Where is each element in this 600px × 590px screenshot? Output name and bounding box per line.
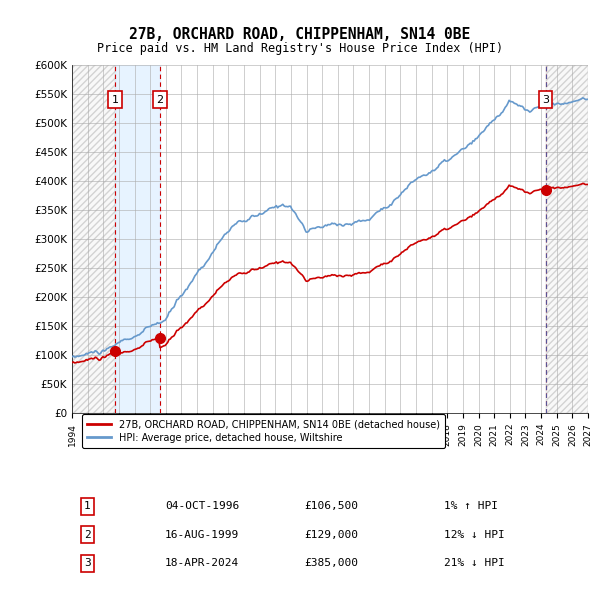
Text: Price paid vs. HM Land Registry's House Price Index (HPI): Price paid vs. HM Land Registry's House … <box>97 42 503 55</box>
Text: 16-AUG-1999: 16-AUG-1999 <box>165 530 239 540</box>
Text: 12% ↓ HPI: 12% ↓ HPI <box>443 530 504 540</box>
Text: 1% ↑ HPI: 1% ↑ HPI <box>443 502 497 511</box>
Text: 1: 1 <box>84 502 91 511</box>
Bar <box>115 65 160 413</box>
Text: 04-OCT-1996: 04-OCT-1996 <box>165 502 239 511</box>
Bar <box>72 65 115 413</box>
Text: 27B, ORCHARD ROAD, CHIPPENHAM, SN14 0BE: 27B, ORCHARD ROAD, CHIPPENHAM, SN14 0BE <box>130 27 470 41</box>
Bar <box>545 65 588 413</box>
Text: 1: 1 <box>112 95 119 104</box>
Text: 2: 2 <box>84 530 91 540</box>
Text: £129,000: £129,000 <box>304 530 358 540</box>
Text: £106,500: £106,500 <box>304 502 358 511</box>
Text: 2: 2 <box>157 95 163 104</box>
Bar <box>72 65 115 413</box>
Text: 3: 3 <box>84 558 91 568</box>
Text: 18-APR-2024: 18-APR-2024 <box>165 558 239 568</box>
Bar <box>545 65 588 413</box>
Text: 3: 3 <box>542 95 549 104</box>
Text: £385,000: £385,000 <box>304 558 358 568</box>
Text: 21% ↓ HPI: 21% ↓ HPI <box>443 558 504 568</box>
Legend: 27B, ORCHARD ROAD, CHIPPENHAM, SN14 0BE (detached house), HPI: Average price, de: 27B, ORCHARD ROAD, CHIPPENHAM, SN14 0BE … <box>82 414 445 448</box>
